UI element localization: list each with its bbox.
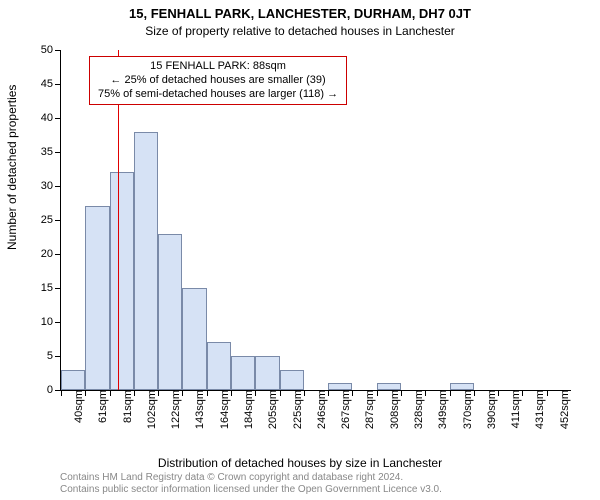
x-tick-label: 287sqm <box>356 390 376 429</box>
x-tick-label: 40sqm <box>65 390 85 423</box>
x-tick-label: 431sqm <box>526 390 546 429</box>
attribution: Contains HM Land Registry data © Crown c… <box>60 472 442 496</box>
x-tick-label: 102sqm <box>138 390 158 429</box>
histogram-bar <box>280 370 304 390</box>
attribution-line-1: Contains HM Land Registry data © Crown c… <box>60 472 442 484</box>
y-tick-label: 45 <box>41 78 61 90</box>
histogram-bar <box>182 288 206 390</box>
histogram-bar <box>85 206 109 390</box>
y-tick-label: 50 <box>41 44 61 56</box>
x-tick-label: 267sqm <box>332 390 352 429</box>
x-axis-label: Distribution of detached houses by size … <box>0 456 600 470</box>
x-tick-label: 225sqm <box>284 390 304 429</box>
y-tick-label: 35 <box>41 146 61 158</box>
x-tick-label: 184sqm <box>235 390 255 429</box>
x-tick-label: 61sqm <box>89 390 109 423</box>
annotation-box: 15 FENHALL PARK: 88sqm ← 25% of detached… <box>89 56 347 105</box>
histogram-bar <box>207 342 231 390</box>
x-tick-label: 328sqm <box>405 390 425 429</box>
histogram-bar <box>110 172 134 390</box>
y-tick-label: 40 <box>41 112 61 124</box>
y-tick-label: 25 <box>41 214 61 226</box>
x-tick-label: 81sqm <box>114 390 134 423</box>
x-tick-label: 164sqm <box>211 390 231 429</box>
page-title: 15, FENHALL PARK, LANCHESTER, DURHAM, DH… <box>0 6 600 21</box>
y-tick-label: 0 <box>47 384 61 396</box>
histogram-bar <box>255 356 279 390</box>
y-tick-label: 20 <box>41 248 61 260</box>
x-tick-label: 205sqm <box>259 390 279 429</box>
x-tick-label: 411sqm <box>502 390 522 428</box>
x-tick-label: 122sqm <box>162 390 182 429</box>
histogram-bar <box>377 383 401 390</box>
attribution-line-2: Contains public sector information licen… <box>60 484 442 496</box>
page-subtitle: Size of property relative to detached ho… <box>0 24 600 38</box>
y-tick-label: 30 <box>41 180 61 192</box>
x-tick-label: 308sqm <box>381 390 401 429</box>
histogram-bar <box>450 383 474 390</box>
chart-container: 15, FENHALL PARK, LANCHESTER, DURHAM, DH… <box>0 0 600 500</box>
histogram-bar <box>231 356 255 390</box>
x-tick-label: 370sqm <box>454 390 474 429</box>
x-tick-label: 452sqm <box>551 390 571 429</box>
x-tick-label: 349sqm <box>429 390 449 429</box>
y-axis-label: Number of detached properties <box>5 85 19 250</box>
y-tick-label: 10 <box>41 316 61 328</box>
annotation-line-2: ← 25% of detached houses are smaller (39… <box>98 74 338 88</box>
y-tick-label: 15 <box>41 282 61 294</box>
histogram-bar <box>328 383 352 390</box>
histogram-bar <box>134 132 158 390</box>
histogram-bar <box>158 234 182 390</box>
x-tick-label: 246sqm <box>308 390 328 429</box>
annotation-line-3: 75% of semi-detached houses are larger (… <box>98 88 338 102</box>
x-tick-label: 143sqm <box>186 390 206 429</box>
x-tick-label: 390sqm <box>478 390 498 429</box>
histogram-bar <box>61 370 85 390</box>
histogram-plot: 15 FENHALL PARK: 88sqm ← 25% of detached… <box>60 50 571 391</box>
annotation-line-1: 15 FENHALL PARK: 88sqm <box>98 60 338 74</box>
y-tick-label: 5 <box>47 350 61 362</box>
